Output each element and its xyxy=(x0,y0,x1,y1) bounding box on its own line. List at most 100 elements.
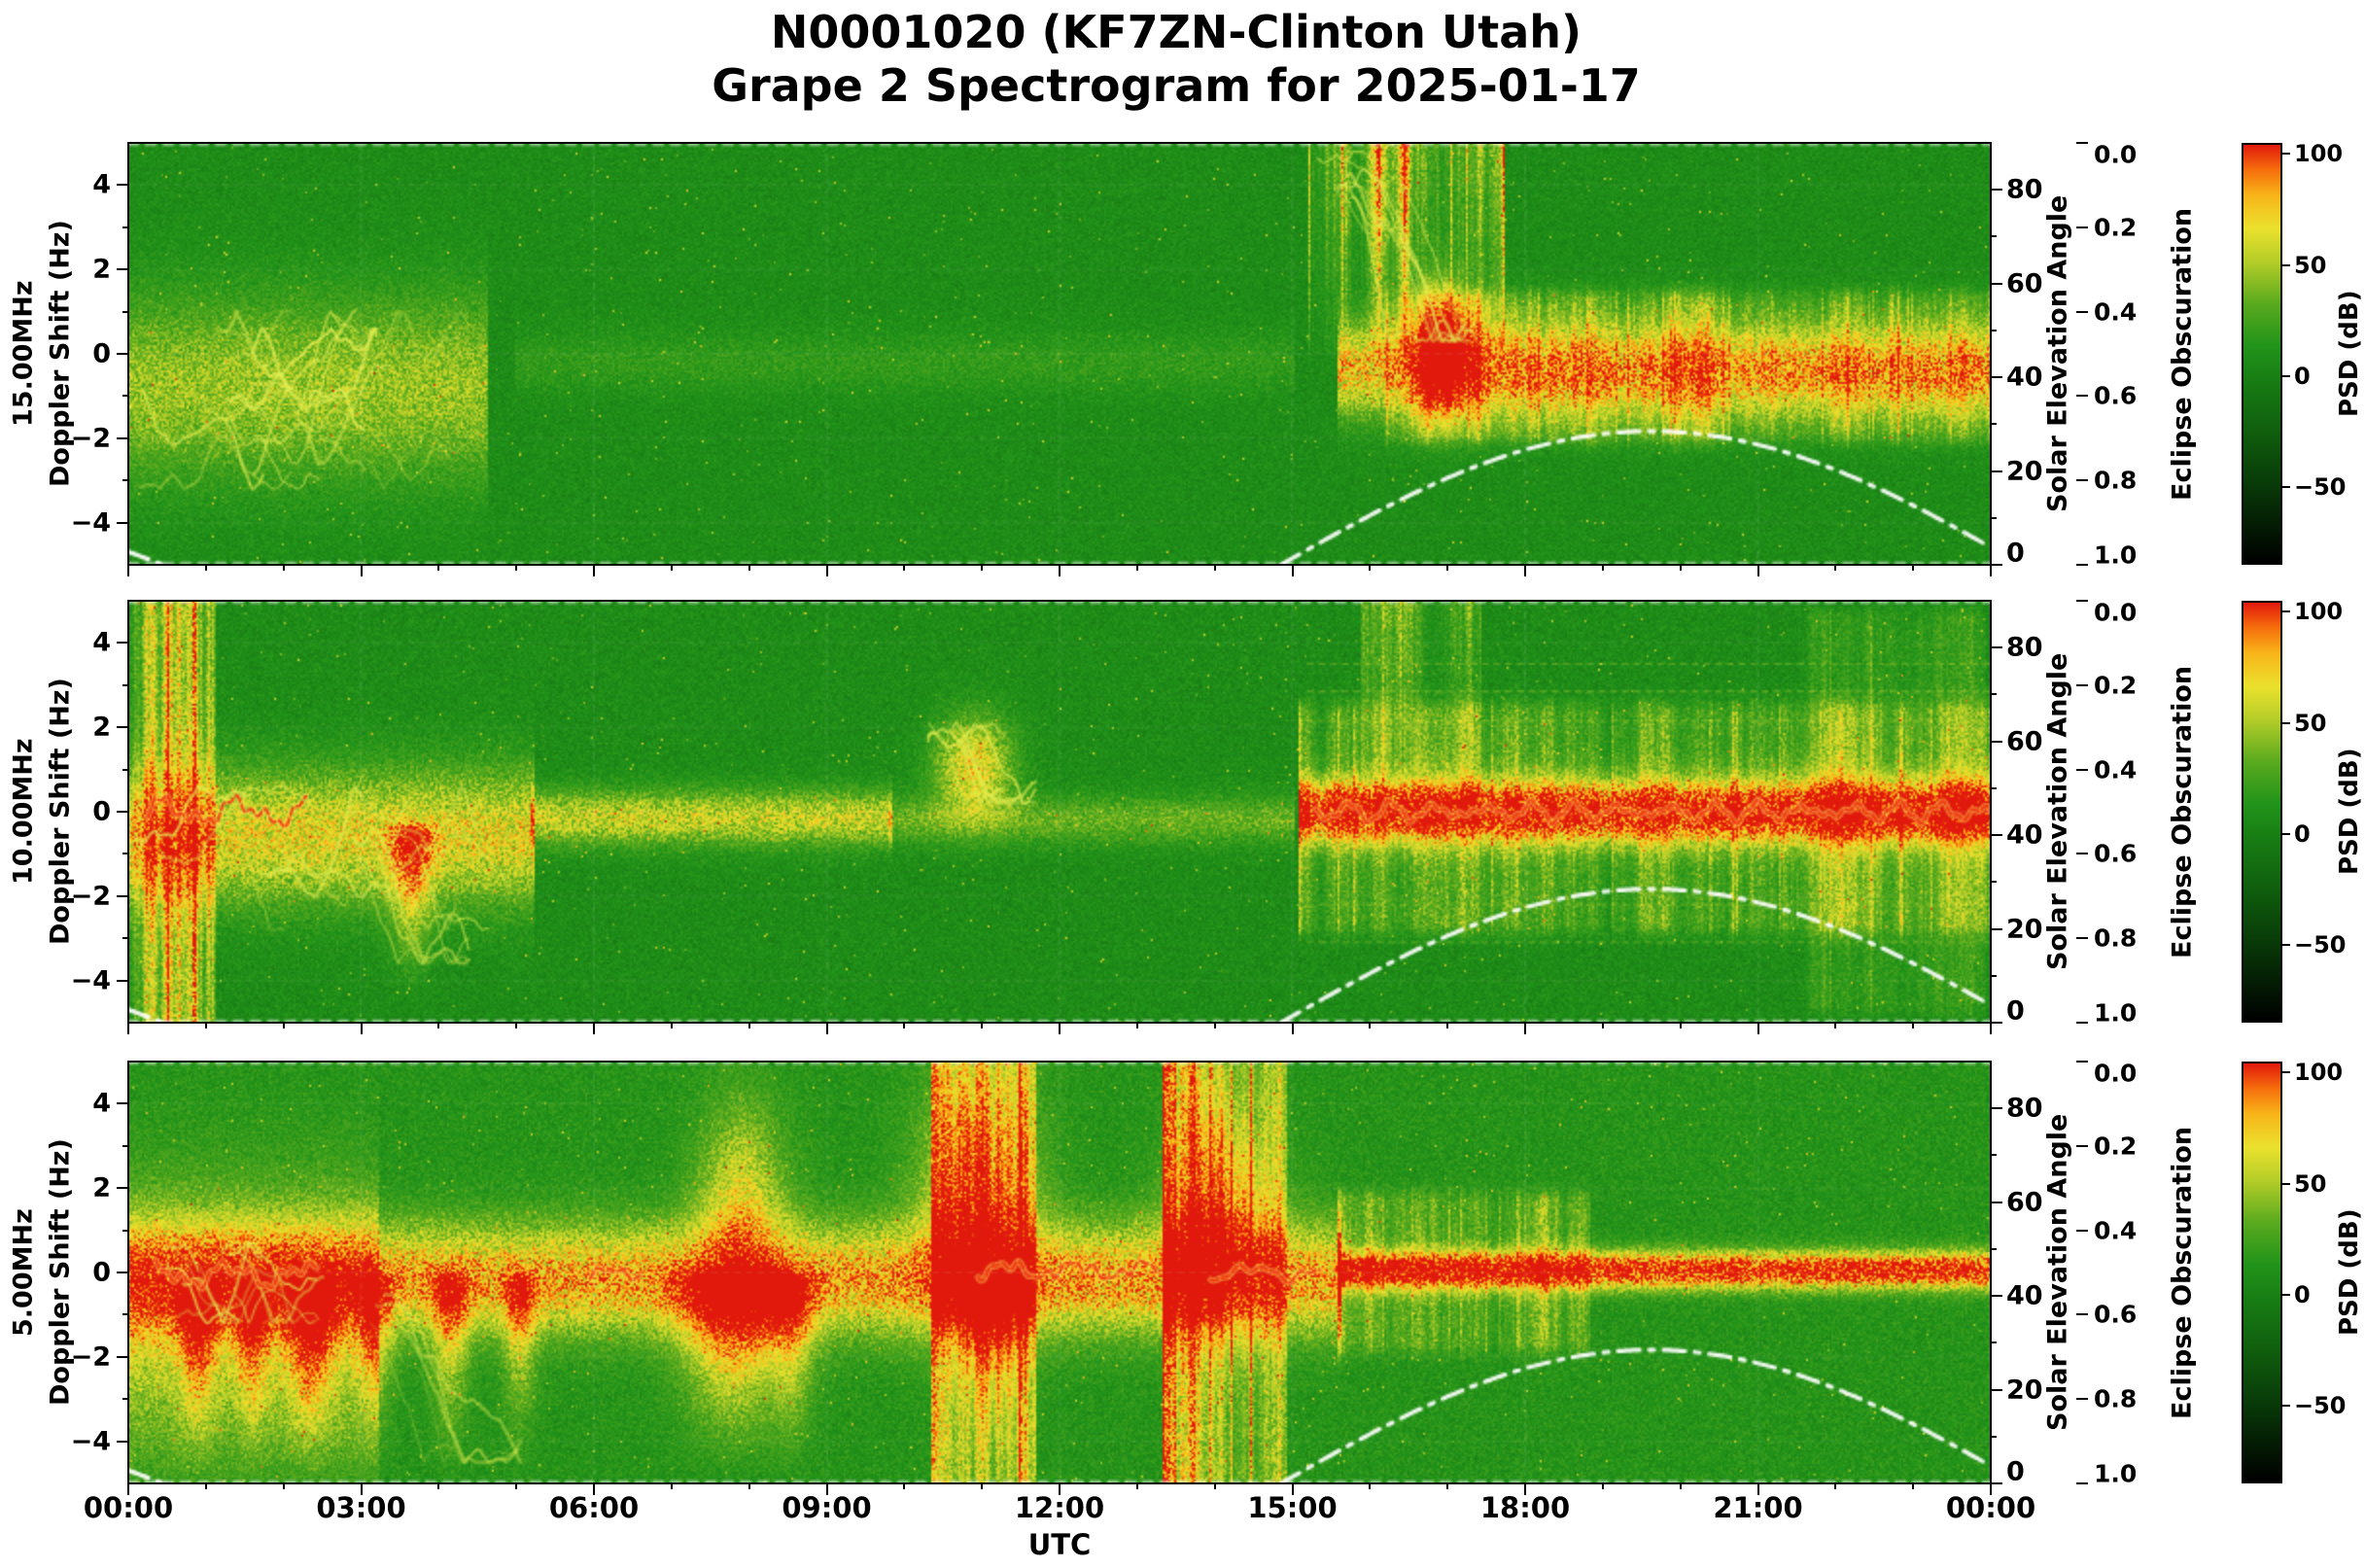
time-tick-label: 00:00 xyxy=(83,1491,174,1524)
spectrogram-heatmap-10mhz xyxy=(127,600,1992,1024)
time-tick-label: 12:00 xyxy=(1014,1491,1105,1524)
solar-tick-label: 40 xyxy=(2006,362,2043,393)
tick-mark xyxy=(670,1023,673,1028)
tick-mark xyxy=(117,811,128,813)
psd-axis-label: PSD (dB) xyxy=(2335,1208,2364,1337)
psd-tick-label: 0 xyxy=(2294,1280,2311,1308)
tick-mark xyxy=(117,268,128,271)
tick-mark xyxy=(1912,565,1915,571)
psd-tick-label: 0 xyxy=(2294,819,2311,848)
tick-mark xyxy=(748,565,750,571)
tick-mark xyxy=(981,565,984,571)
tick-mark xyxy=(2282,1405,2290,1408)
tick-mark xyxy=(1991,1107,2002,1110)
eclipse-obscuration-tick-labels: 0.0 0.2 0.4 0.6 0.8 1.0 xyxy=(0,599,2365,1028)
obscuration-tick-label: 0.8 xyxy=(2094,466,2138,495)
tick-mark xyxy=(1834,1483,1837,1489)
tick-mark xyxy=(1991,282,2002,285)
time-tick-label: 09:00 xyxy=(782,1491,872,1524)
tick-mark xyxy=(1990,565,1992,576)
tick-mark xyxy=(1991,516,1997,519)
tick-mark xyxy=(515,565,518,571)
spectrogram-heatmap-15mhz xyxy=(127,142,1992,566)
tick-mark xyxy=(1991,235,1997,238)
spectrogram-panel-10mhz: 10.00MHz Doppler Shift (Hz) 4 2 0 −2 −4 80 60… xyxy=(0,598,2365,1034)
tick-mark xyxy=(2076,1229,2088,1232)
solar-tick-label: 80 xyxy=(2006,632,2043,663)
tick-mark xyxy=(2076,142,2088,144)
tick-mark xyxy=(1524,1023,1526,1034)
tick-mark xyxy=(1213,565,1216,571)
tick-mark xyxy=(748,1023,750,1028)
tick-mark xyxy=(1291,1483,1294,1495)
tick-mark xyxy=(122,768,128,771)
tick-mark xyxy=(117,436,128,439)
tick-mark xyxy=(1991,1435,1997,1438)
solar-tick-label: 40 xyxy=(2006,819,2043,851)
tick-mark xyxy=(1679,1483,1682,1489)
tick-mark xyxy=(1524,565,1526,576)
tick-mark xyxy=(122,310,128,313)
obscuration-tick-label: 0.6 xyxy=(2094,1300,2138,1329)
tick-mark xyxy=(1912,1483,1915,1489)
tick-mark xyxy=(1446,1023,1449,1028)
tick-mark xyxy=(2282,486,2290,489)
tick-mark xyxy=(748,1483,750,1489)
axis-tick-marks xyxy=(0,1061,2365,1495)
tick-mark xyxy=(1679,565,1682,571)
tick-mark xyxy=(825,1023,828,1034)
tick-mark xyxy=(825,565,828,576)
figure-title-line2: Grape 2 Spectrogram for 2025-01-17 xyxy=(712,59,1641,113)
tick-mark xyxy=(360,565,363,576)
tick-mark xyxy=(593,1483,595,1495)
solar-tick-label: 20 xyxy=(2006,1375,2043,1406)
tick-mark xyxy=(1524,1483,1526,1495)
psd-tick-label: 50 xyxy=(2294,709,2327,737)
obscuration-tick-label: 0.0 xyxy=(2094,140,2138,169)
tick-mark xyxy=(515,1483,518,1489)
tick-mark xyxy=(1059,1483,1061,1495)
tick-mark xyxy=(1991,189,2002,192)
psd-colorbar xyxy=(2242,601,2282,1023)
axis-tick-marks xyxy=(0,600,2365,1034)
tick-mark xyxy=(2076,937,2088,940)
doppler-tick-label: −2 xyxy=(70,1342,111,1373)
doppler-tick-label: −2 xyxy=(70,881,111,912)
obscuration-tick-label: 0.8 xyxy=(2094,923,2138,953)
tick-mark xyxy=(1369,1483,1372,1489)
tick-mark xyxy=(2076,683,2088,686)
figure-title: N0001020 (KF7ZN-Clinton Utah) Grape 2 Sp… xyxy=(712,6,1641,113)
tick-mark xyxy=(2282,1182,2290,1185)
obscuration-tick-label: 1.0 xyxy=(2094,998,2138,1028)
tick-mark xyxy=(117,894,128,897)
doppler-tick-label: 0 xyxy=(92,338,111,369)
doppler-tick-label: 0 xyxy=(92,1257,111,1288)
solar-tick-label: 0 xyxy=(2006,1456,2025,1487)
tick-mark xyxy=(1135,565,1138,571)
tick-mark xyxy=(2076,1482,2088,1484)
tick-mark xyxy=(2076,479,2088,482)
tick-mark xyxy=(2282,610,2290,613)
psd-tick-label: 50 xyxy=(2294,1169,2327,1198)
tick-mark xyxy=(1756,1483,1759,1495)
tick-mark xyxy=(2076,395,2088,398)
spectrogram-panel-5mhz: 5.00MHz Doppler Shift (Hz) 4 2 0 −2 −4 80 60 4… xyxy=(0,1059,2365,1495)
psd-tick-label: −50 xyxy=(2294,473,2347,502)
solar-tick-label: 60 xyxy=(2006,268,2043,299)
tick-mark xyxy=(1991,1247,1997,1250)
tick-mark xyxy=(1991,786,1997,789)
tick-mark xyxy=(117,726,128,729)
tick-mark xyxy=(204,1023,207,1028)
doppler-tick-labels: 4 2 0 −2 −4 xyxy=(0,601,2365,1023)
solar-elevation-tick-labels: 80 60 40 20 0 xyxy=(0,1062,2365,1487)
tick-mark xyxy=(127,565,129,576)
psd-tick-label: 100 xyxy=(2294,598,2344,626)
eclipse-obscuration-tick-labels: 0.0 0.2 0.4 0.6 0.8 1.0 xyxy=(0,1060,2365,1488)
tick-mark xyxy=(593,1023,595,1034)
axis-tick-marks xyxy=(0,142,2365,576)
tick-mark xyxy=(1912,1023,1915,1028)
solar-tick-label: 40 xyxy=(2006,1280,2043,1311)
tick-mark xyxy=(117,979,128,982)
tick-mark xyxy=(2076,564,2088,566)
obscuration-tick-label: 0.4 xyxy=(2094,755,2138,784)
